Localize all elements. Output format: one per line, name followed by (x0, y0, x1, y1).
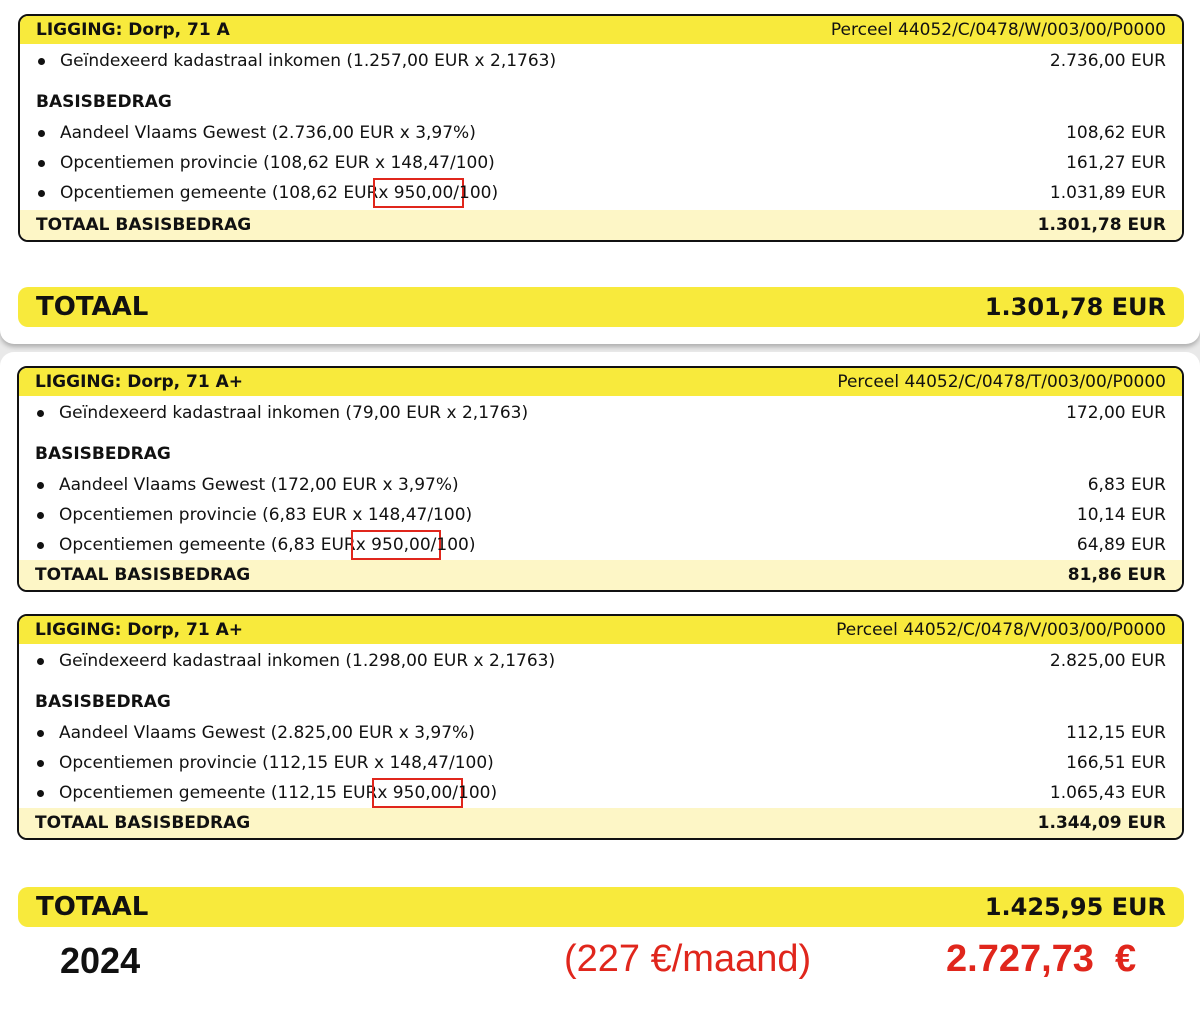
ki-label: Geïndexeerd kadastraal inkomen (79,00 EU… (59, 403, 529, 423)
vlaams-label: Aandeel Vlaams Gewest (2.825,00 EUR x 3,… (59, 723, 475, 743)
section-title: BASISBEDRAG (35, 692, 171, 712)
gemeente-value: 1.031,89 EUR (1049, 183, 1166, 203)
grand-total-bar: TOTAAL 1.301,78 EUR (18, 287, 1184, 327)
vlaams-value: 6,83 EUR (1087, 475, 1166, 495)
total-basis-label: TOTAAL BASISBEDRAG (35, 565, 251, 585)
bullet-icon (38, 159, 45, 167)
total-basis-row: TOTAAL BASISBEDRAG 1.344,09 EUR (19, 808, 1182, 838)
bullet-icon (38, 129, 45, 137)
bullet-icon (38, 189, 45, 197)
ki-value: 2.736,00 EUR (1049, 51, 1166, 71)
bullet-icon (37, 541, 44, 549)
ki-value: 2.825,00 EUR (1049, 651, 1166, 671)
ki-row: Geïndexeerd kadastraal inkomen (79,00 EU… (19, 398, 1182, 428)
year-label: 2024 (60, 940, 141, 981)
bullet-icon (37, 729, 44, 737)
gemeente-label-end: 100) (459, 183, 499, 203)
location-label: LIGGING: Dorp, 71 A+ (35, 620, 243, 640)
total-basis-label: TOTAAL BASISBEDRAG (35, 813, 251, 833)
gemeente-label-end: 100) (458, 783, 498, 803)
provincie-row: Opcentiemen provincie (108,62 EUR x 148,… (20, 148, 1182, 178)
bullet-icon (37, 759, 44, 767)
vlaams-value: 108,62 EUR (1066, 123, 1166, 143)
provincie-row: Opcentiemen provincie (112,15 EUR x 148,… (19, 748, 1182, 778)
highlighted-rate: x 950,00/ (372, 778, 464, 808)
bullet-icon (38, 57, 45, 65)
total-basis-value: 1.344,09 EUR (1037, 813, 1166, 833)
highlighted-rate: x 950,00/ (373, 178, 465, 208)
vlaams-label: Aandeel Vlaams Gewest (2.736,00 EUR x 3,… (60, 123, 476, 143)
upper-page: LIGGING: Dorp, 71 A Perceel 44052/C/0478… (0, 0, 1200, 344)
yearly-amount: 2.727,73 € (946, 938, 1137, 980)
gemeente-label-start: Opcentiemen gemeente (108,62 EUR (60, 183, 379, 203)
location-label: LIGGING: Dorp, 71 A (36, 20, 230, 40)
ki-label: Geïndexeerd kadastraal inkomen (1.298,00… (59, 651, 556, 671)
parcel-id: Perceel 44052/C/0478/W/003/00/P0000 (830, 20, 1166, 40)
bullet-icon (37, 481, 44, 489)
provincie-row: Opcentiemen provincie (6,83 EUR x 148,47… (19, 500, 1182, 530)
vlaams-row: Aandeel Vlaams Gewest (172,00 EUR x 3,97… (19, 470, 1182, 500)
provincie-value: 166,51 EUR (1066, 753, 1166, 773)
parcel-id: Perceel 44052/C/0478/V/003/00/P0000 (836, 620, 1166, 640)
provincie-value: 161,27 EUR (1066, 153, 1166, 173)
bullet-icon (37, 789, 44, 797)
total-basis-value: 1.301,78 EUR (1037, 215, 1166, 235)
total-basis-row: TOTAAL BASISBEDRAG 81,86 EUR (19, 560, 1182, 590)
total-basis-row: TOTAAL BASISBEDRAG 1.301,78 EUR (20, 210, 1182, 240)
section-title: BASISBEDRAG (35, 444, 171, 464)
bullet-icon (37, 409, 44, 417)
provincie-value: 10,14 EUR (1076, 505, 1166, 525)
grand-total-value: 1.425,95 EUR (984, 893, 1166, 921)
location-label: LIGGING: Dorp, 71 A+ (35, 372, 243, 392)
gemeente-row: Opcentiemen gemeente (112,15 EUR x 950,0… (19, 778, 1182, 808)
gemeente-row: Opcentiemen gemeente (6,83 EUR x 950,00/… (19, 530, 1182, 560)
parcel-header: LIGGING: Dorp, 71 A+ Perceel 44052/C/047… (19, 368, 1182, 396)
grand-total-bar: TOTAAL 1.425,95 EUR (18, 887, 1184, 927)
gemeente-row: Opcentiemen gemeente (108,62 EUR x 950,0… (20, 178, 1182, 208)
gemeente-label-start: Opcentiemen gemeente (6,83 EUR (59, 535, 356, 555)
parcel-header: LIGGING: Dorp, 71 A Perceel 44052/C/0478… (20, 16, 1182, 44)
grand-total-label: TOTAAL (36, 892, 149, 922)
grand-total-value: 1.301,78 EUR (984, 293, 1166, 321)
provincie-label: Opcentiemen provincie (112,15 EUR x 148,… (59, 753, 494, 773)
parcel-header: LIGGING: Dorp, 71 A+ Perceel 44052/C/047… (19, 616, 1182, 644)
vlaams-label: Aandeel Vlaams Gewest (172,00 EUR x 3,97… (59, 475, 459, 495)
ki-row: Geïndexeerd kadastraal inkomen (1.298,00… (19, 646, 1182, 676)
vlaams-row: Aandeel Vlaams Gewest (2.736,00 EUR x 3,… (20, 118, 1182, 148)
total-basis-label: TOTAAL BASISBEDRAG (36, 215, 252, 235)
ki-label: Geïndexeerd kadastraal inkomen (1.257,00… (60, 51, 557, 71)
bullet-icon (37, 657, 44, 665)
provincie-label: Opcentiemen provincie (108,62 EUR x 148,… (60, 153, 495, 173)
gemeente-value: 1.065,43 EUR (1049, 783, 1166, 803)
gemeente-label-start: Opcentiemen gemeente (112,15 EUR (59, 783, 378, 803)
highlighted-rate: x 950,00/ (350, 530, 442, 560)
monthly-amount: (227 €/maand) (564, 938, 812, 980)
parcel-block-3: LIGGING: Dorp, 71 A+ Perceel 44052/C/047… (17, 614, 1184, 840)
gemeente-value: 64,89 EUR (1076, 535, 1166, 555)
parcel-block-1: LIGGING: Dorp, 71 A Perceel 44052/C/0478… (18, 14, 1184, 242)
parcel-block-2: LIGGING: Dorp, 71 A+ Perceel 44052/C/047… (17, 366, 1184, 592)
total-basis-value: 81,86 EUR (1067, 565, 1166, 585)
ki-value: 172,00 EUR (1066, 403, 1166, 423)
vlaams-row: Aandeel Vlaams Gewest (2.825,00 EUR x 3,… (19, 718, 1182, 748)
ki-row: Geïndexeerd kadastraal inkomen (1.257,00… (20, 46, 1182, 76)
bullet-icon (37, 511, 44, 519)
parcel-id: Perceel 44052/C/0478/T/003/00/P0000 (837, 372, 1166, 392)
gemeente-label-end: 100) (436, 535, 476, 555)
provincie-label: Opcentiemen provincie (6,83 EUR x 148,47… (59, 505, 473, 525)
vlaams-value: 112,15 EUR (1066, 723, 1166, 743)
grand-total-label: TOTAAL (36, 292, 149, 322)
section-title: BASISBEDRAG (36, 92, 172, 112)
